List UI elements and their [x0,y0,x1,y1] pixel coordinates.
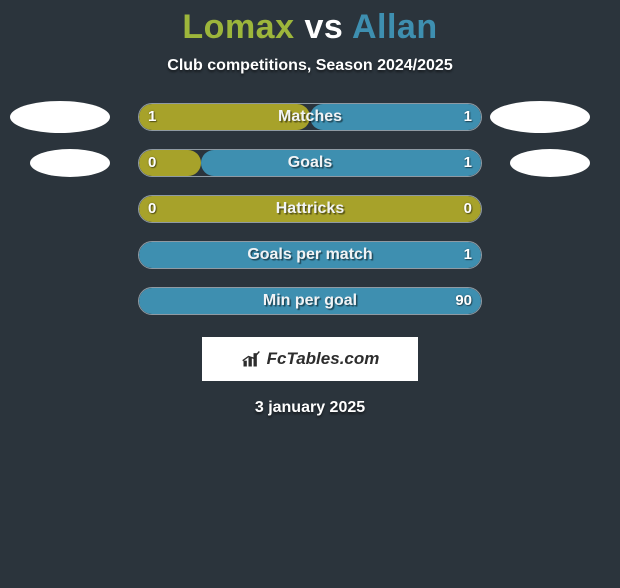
avatar-left [30,149,110,177]
brand-footer: FcTables.com [202,337,418,381]
avatar-right [510,149,590,177]
subtitle: Club competitions, Season 2024/2025 [0,57,620,75]
stat-row: 00Hattricks [0,195,620,223]
bar-fill-right [201,150,481,176]
value-left: 1 [148,103,156,131]
brand-prefix: Fc [267,349,287,368]
bar-fill-left [139,104,310,130]
stat-row: 11Matches [0,103,620,131]
bar-track [138,149,482,177]
bar-chart-icon [241,349,261,369]
title-player1: Lomax [182,8,294,46]
bar-fill-left [139,196,481,222]
stat-row: 01Goals [0,149,620,177]
bar-track [138,287,482,315]
comparison-chart: 11Matches01Goals00Hattricks1Goals per ma… [0,103,620,315]
value-right: 1 [464,103,472,131]
title-player2: Allan [352,8,438,46]
avatar-left [10,101,110,133]
brand-suffix: Tables.com [286,349,379,368]
value-left: 0 [148,195,156,223]
value-left: 0 [148,149,156,177]
bar-track [138,195,482,223]
bar-fill-right [139,288,481,314]
avatar-right [490,101,590,133]
value-right: 1 [464,149,472,177]
stat-row: 1Goals per match [0,241,620,269]
generated-date: 3 january 2025 [0,399,620,417]
title-vs: vs [304,8,343,46]
stat-row: 90Min per goal [0,287,620,315]
bar-track [138,103,482,131]
brand-text: FcTables.com [267,349,380,369]
bar-fill-right [139,242,481,268]
value-right: 1 [464,241,472,269]
bar-fill-right [310,104,481,130]
bar-track [138,241,482,269]
value-right: 0 [464,195,472,223]
value-right: 90 [455,287,472,315]
page-title: Lomax vs Allan [0,8,620,47]
